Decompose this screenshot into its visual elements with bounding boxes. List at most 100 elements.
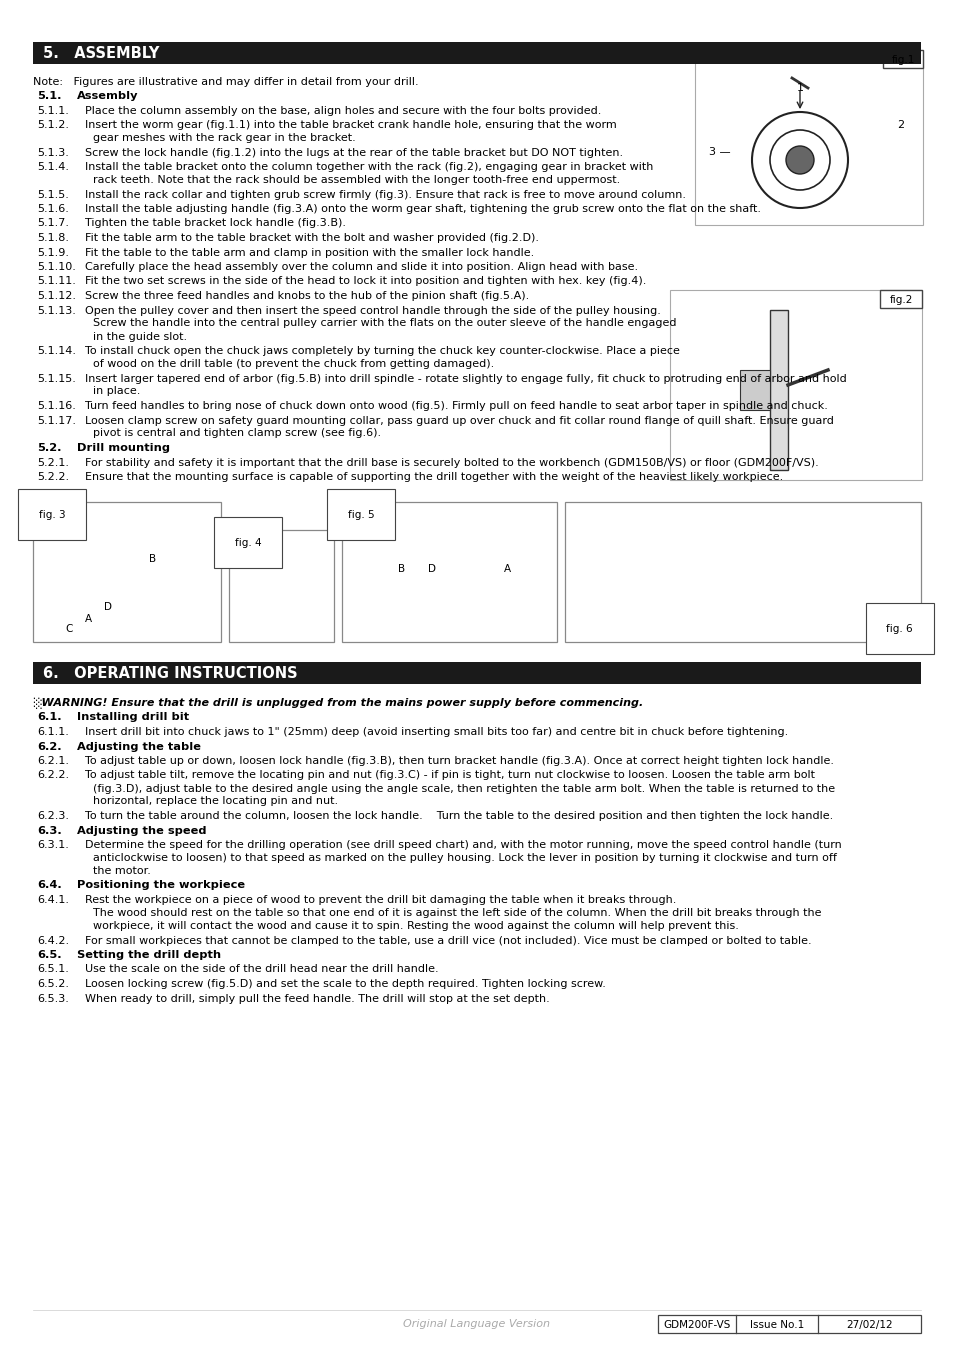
Text: To adjust table tilt, remove the locating pin and nut (fig.3.C) - if pin is tigh: To adjust table tilt, remove the locatin… <box>85 771 814 780</box>
Text: 5.2.2.: 5.2.2. <box>37 472 69 482</box>
Bar <box>33 42 920 63</box>
Text: Fit the table to the table arm and clamp in position with the smaller lock handl: Fit the table to the table arm and clamp… <box>85 247 534 258</box>
Text: 6.5.1.: 6.5.1. <box>37 964 69 975</box>
Text: Open the pulley cover and then insert the speed control handle through the side : Open the pulley cover and then insert th… <box>85 305 660 316</box>
Text: Original Language Version: Original Language Version <box>403 1319 550 1328</box>
Text: B: B <box>398 564 405 575</box>
Text: 6.4.1.: 6.4.1. <box>37 895 69 905</box>
Text: Determine the speed for the drilling operation (see drill speed chart) and, with: Determine the speed for the drilling ope… <box>85 840 841 850</box>
Text: Use the scale on the side of the drill head near the drill handle.: Use the scale on the side of the drill h… <box>85 964 438 975</box>
Text: 6.2.: 6.2. <box>37 741 62 752</box>
Bar <box>33 662 920 683</box>
Text: To turn the table around the column, loosen the lock handle.    Turn the table t: To turn the table around the column, loo… <box>85 811 832 821</box>
Text: D: D <box>428 564 436 575</box>
Text: Turn feed handles to bring nose of chuck down onto wood (fig.5). Firmly pull on : Turn feed handles to bring nose of chuck… <box>85 401 827 410</box>
Text: Setting the drill depth: Setting the drill depth <box>77 950 221 960</box>
Text: 6.2.1.: 6.2.1. <box>37 756 69 765</box>
Bar <box>740 370 769 410</box>
Text: 6.1.1.: 6.1.1. <box>37 728 69 737</box>
Text: Insert larger tapered end of arbor (fig.5.B) into drill spindle - rotate slightl: Insert larger tapered end of arbor (fig.… <box>85 374 846 383</box>
Bar <box>669 290 921 481</box>
Bar <box>695 50 923 225</box>
Text: 6.3.: 6.3. <box>37 825 62 836</box>
Bar <box>564 501 920 641</box>
Text: 6.2.3.: 6.2.3. <box>37 811 69 821</box>
Text: 6.5.: 6.5. <box>37 950 62 960</box>
Text: ░WARNING! Ensure that the drill is unplugged from the mains power supply before : ░WARNING! Ensure that the drill is unplu… <box>33 698 642 709</box>
Text: anticlockwise to loosen) to that speed as marked on the pulley housing. Lock the: anticlockwise to loosen) to that speed a… <box>92 853 836 863</box>
Text: Drill mounting: Drill mounting <box>77 443 170 454</box>
Text: gear meshes with the rack gear in the bracket.: gear meshes with the rack gear in the br… <box>92 134 355 143</box>
Text: D: D <box>104 602 112 612</box>
Text: pivot is central and tighten clamp screw (see fig.6).: pivot is central and tighten clamp screw… <box>92 428 381 439</box>
Text: 5.1.14.: 5.1.14. <box>37 346 76 356</box>
Text: Adjusting the table: Adjusting the table <box>77 741 201 752</box>
Text: Note:   Figures are illustrative and may differ in detail from your drill.: Note: Figures are illustrative and may d… <box>33 77 418 86</box>
Text: 1: 1 <box>796 82 802 93</box>
Text: Install the rack collar and tighten grub screw firmly (fig.3). Ensure that rack : Install the rack collar and tighten grub… <box>85 189 685 200</box>
Text: 6.1.: 6.1. <box>37 713 62 722</box>
Text: Fit the two set screws in the side of the head to lock it into position and tigh: Fit the two set screws in the side of th… <box>85 277 646 286</box>
Text: 6.5.3.: 6.5.3. <box>37 994 69 1003</box>
Text: To install chuck open the chuck jaws completely by turning the chuck key counter: To install chuck open the chuck jaws com… <box>85 346 679 356</box>
Text: Loosen clamp screw on safety guard mounting collar, pass guard up over chuck and: Loosen clamp screw on safety guard mount… <box>85 416 833 425</box>
Text: The wood should rest on the table so that one end of it is against the left side: The wood should rest on the table so tha… <box>92 909 821 918</box>
Text: 6.5.2.: 6.5.2. <box>37 979 69 990</box>
Text: 6.   OPERATING INSTRUCTIONS: 6. OPERATING INSTRUCTIONS <box>43 666 297 680</box>
Text: B: B <box>150 555 156 564</box>
Bar <box>658 1315 920 1332</box>
Text: of wood on the drill table (to prevent the chuck from getting damaged).: of wood on the drill table (to prevent t… <box>92 359 494 369</box>
Bar <box>33 501 221 641</box>
Bar <box>341 501 557 641</box>
Text: GDM200F-VS: GDM200F-VS <box>662 1320 730 1330</box>
Text: A: A <box>503 564 510 575</box>
Text: fig. 5: fig. 5 <box>348 509 375 520</box>
Text: 5.1.3.: 5.1.3. <box>37 147 69 158</box>
Text: Ensure that the mounting surface is capable of supporting the drill together wit: Ensure that the mounting surface is capa… <box>85 472 782 482</box>
Text: 5.1.11.: 5.1.11. <box>37 277 76 286</box>
Text: (fig.3.D), adjust table to the desired angle using the angle scale, then retight: (fig.3.D), adjust table to the desired a… <box>92 783 834 794</box>
Text: rack teeth. Note that the rack should be assembled with the longer tooth-free en: rack teeth. Note that the rack should be… <box>92 176 619 185</box>
Text: 5.1.15.: 5.1.15. <box>37 374 76 383</box>
Text: Adjusting the speed: Adjusting the speed <box>77 825 206 836</box>
Text: Assembly: Assembly <box>77 90 138 101</box>
Text: To adjust table up or down, loosen lock handle (fig.3.B), then turn bracket hand: To adjust table up or down, loosen lock … <box>85 756 833 765</box>
Text: workpiece, it will contact the wood and cause it to spin. Resting the wood again: workpiece, it will contact the wood and … <box>92 921 739 931</box>
Text: Screw the three feed handles and knobs to the hub of the pinion shaft (fig.5.A).: Screw the three feed handles and knobs t… <box>85 292 529 301</box>
Text: When ready to drill, simply pull the feed handle. The drill will stop at the set: When ready to drill, simply pull the fee… <box>85 994 549 1003</box>
Text: 5.1.: 5.1. <box>37 90 61 101</box>
Text: C: C <box>65 625 72 634</box>
Text: Screw the lock handle (fig.1.2) into the lugs at the rear of the table bracket b: Screw the lock handle (fig.1.2) into the… <box>85 147 622 158</box>
Text: Tighten the table bracket lock handle (fig.3.B).: Tighten the table bracket lock handle (f… <box>85 219 346 228</box>
Text: Insert the worm gear (fig.1.1) into the table bracket crank handle hole, ensurin: Insert the worm gear (fig.1.1) into the … <box>85 120 616 130</box>
Text: 5.1.9.: 5.1.9. <box>37 247 69 258</box>
Text: Install the table bracket onto the column together with the rack (fig.2), engagi: Install the table bracket onto the colum… <box>85 162 653 171</box>
Text: fig. 4: fig. 4 <box>234 537 261 548</box>
Text: Insert drill bit into chuck jaws to 1" (25mm) deep (avoid inserting small bits t: Insert drill bit into chuck jaws to 1" (… <box>85 728 787 737</box>
Text: 5.1.2.: 5.1.2. <box>37 120 69 130</box>
Text: fig.1: fig.1 <box>890 55 914 65</box>
Text: A: A <box>85 614 91 625</box>
Text: 5.2.1.: 5.2.1. <box>37 458 69 467</box>
Text: Screw the handle into the central pulley carrier with the flats on the outer sle: Screw the handle into the central pulley… <box>92 319 676 328</box>
Bar <box>229 529 334 641</box>
Text: fig. 3: fig. 3 <box>39 509 66 520</box>
Text: Loosen locking screw (fig.5.D) and set the scale to the depth required. Tighten : Loosen locking screw (fig.5.D) and set t… <box>85 979 605 990</box>
Text: 5.1.6.: 5.1.6. <box>37 204 69 215</box>
Text: 5.1.17.: 5.1.17. <box>37 416 76 425</box>
Text: 5.   ASSEMBLY: 5. ASSEMBLY <box>43 46 159 62</box>
Text: 5.1.5.: 5.1.5. <box>37 189 69 200</box>
Text: 6.4.2.: 6.4.2. <box>37 936 69 945</box>
Circle shape <box>785 146 813 174</box>
Text: 6.4.: 6.4. <box>37 880 62 891</box>
Text: 6.3.1.: 6.3.1. <box>37 840 69 850</box>
Text: Rest the workpiece on a piece of wood to prevent the drill bit damaging the tabl: Rest the workpiece on a piece of wood to… <box>85 895 676 905</box>
Text: 6.2.2.: 6.2.2. <box>37 771 69 780</box>
Text: For small workpieces that cannot be clamped to the table, use a drill vice (not : For small workpieces that cannot be clam… <box>85 936 811 945</box>
Text: 5.1.16.: 5.1.16. <box>37 401 76 410</box>
Text: Positioning the workpiece: Positioning the workpiece <box>77 880 245 891</box>
Text: 5.1.1.: 5.1.1. <box>37 105 69 116</box>
Text: Carefully place the head assembly over the column and slide it into position. Al: Carefully place the head assembly over t… <box>85 262 638 271</box>
Text: in the guide slot.: in the guide slot. <box>92 332 187 342</box>
Bar <box>882 50 923 68</box>
